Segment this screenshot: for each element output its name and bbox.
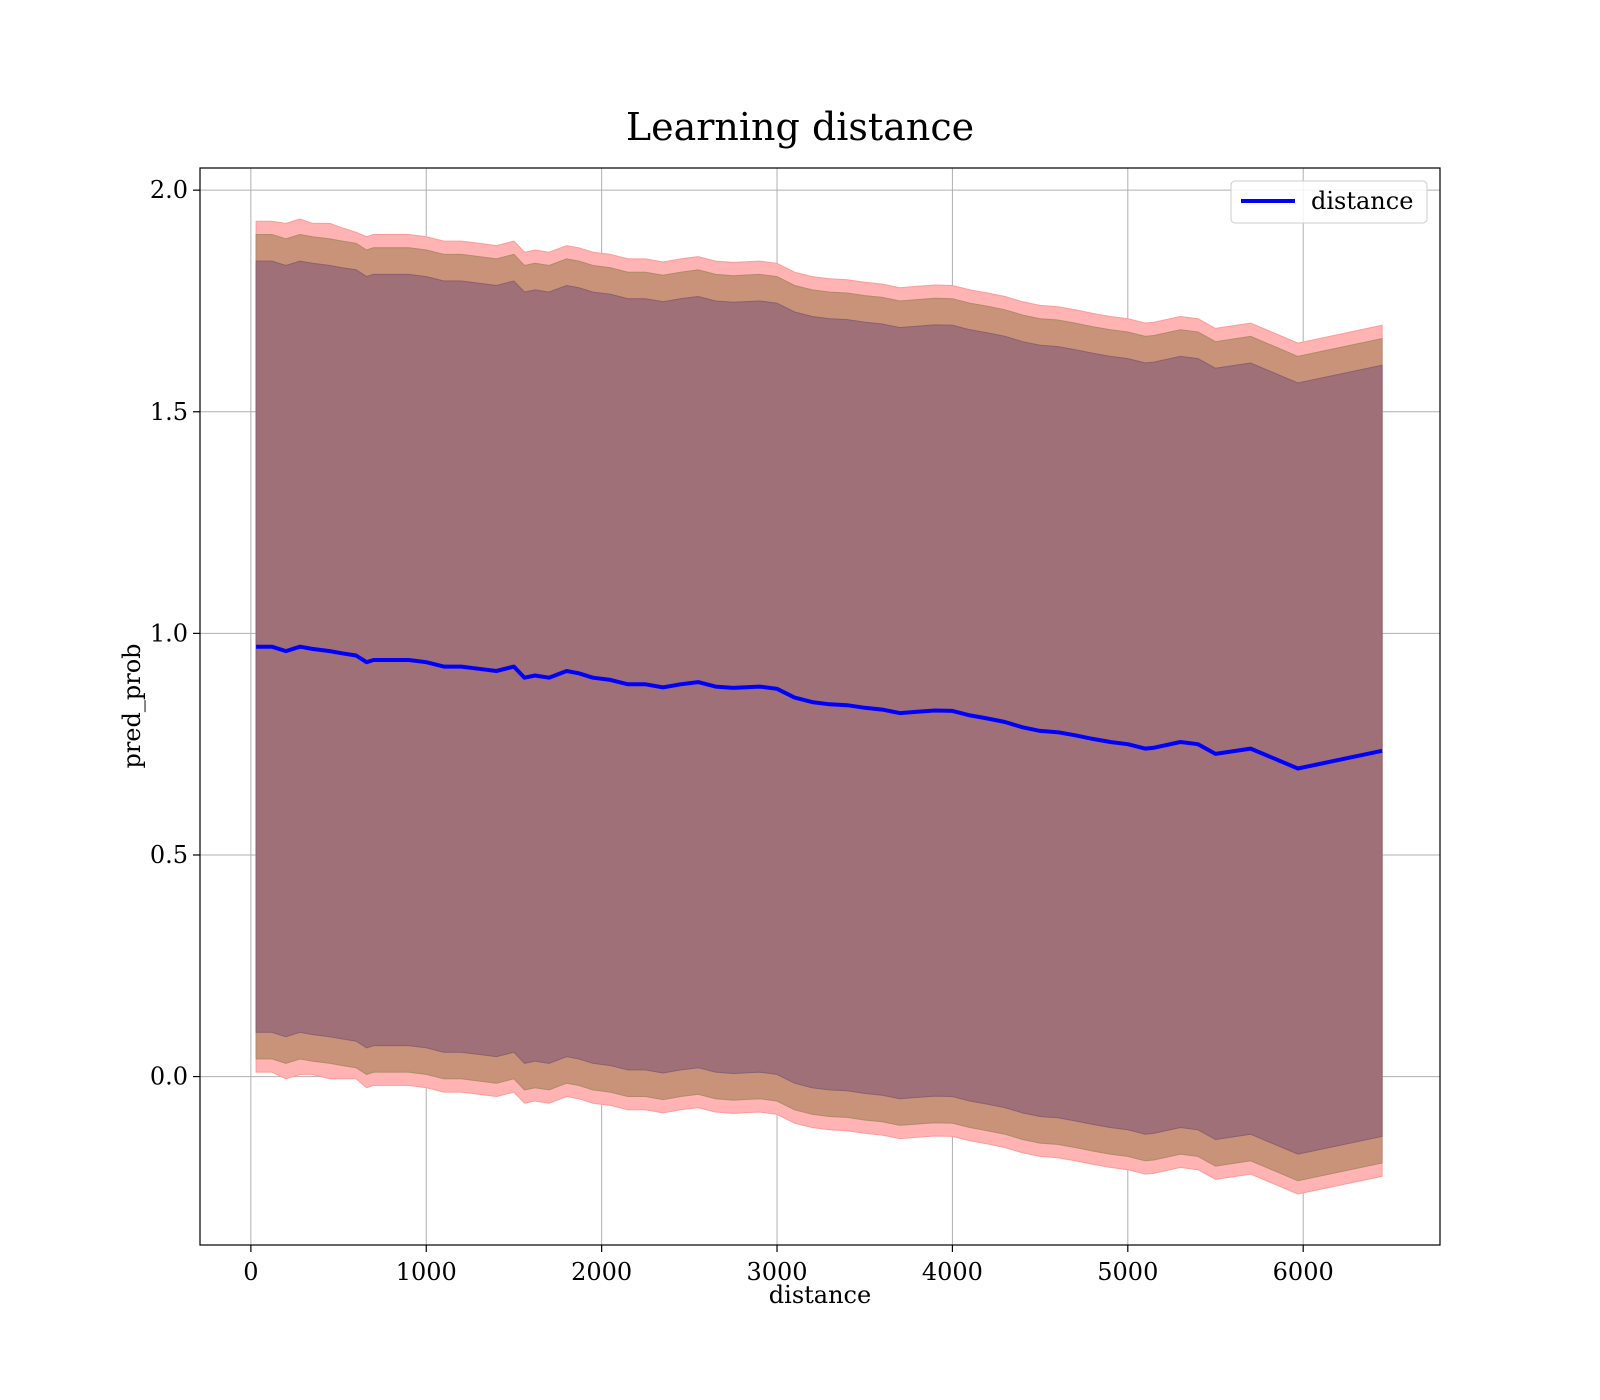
x-tick-label: 1000 — [396, 1258, 457, 1286]
y-tick-label: 1.5 — [150, 398, 188, 426]
band-inner — [255, 260, 1383, 1155]
y-axis-ticks: 0.0 0.5 1.0 1.5 2.0 — [150, 176, 200, 1091]
x-tick-label: 6000 — [1273, 1258, 1334, 1286]
x-tick-label: 4000 — [922, 1258, 983, 1286]
confidence-bands — [255, 218, 1383, 1195]
x-axis-ticks: 0 1000 2000 3000 4000 5000 6000 — [243, 1245, 1334, 1286]
y-tick-label: 0.0 — [150, 1063, 188, 1091]
x-tick-label: 5000 — [1097, 1258, 1158, 1286]
series-lines — [256, 644, 1383, 771]
legend-label-distance: distance — [1311, 187, 1413, 215]
plot-area — [199, 167, 1441, 1246]
x-tick-label: 2000 — [571, 1258, 632, 1286]
y-tick-label: 2.0 — [150, 176, 188, 204]
chart-title: Learning distance — [626, 105, 974, 149]
legend: distance — [1230, 180, 1428, 224]
y-tick-label: 1.0 — [150, 619, 188, 647]
series-line-distance — [256, 644, 1383, 771]
x-axis-label: distance — [769, 1281, 871, 1309]
x-tick-label: 0 — [243, 1258, 258, 1286]
axes-frame — [199, 167, 1441, 1246]
legend-box — [1230, 180, 1428, 224]
y-axis-label: pred_prob — [118, 643, 146, 768]
y-tick-label: 0.5 — [150, 841, 188, 869]
x-tick-label: 3000 — [746, 1258, 807, 1286]
